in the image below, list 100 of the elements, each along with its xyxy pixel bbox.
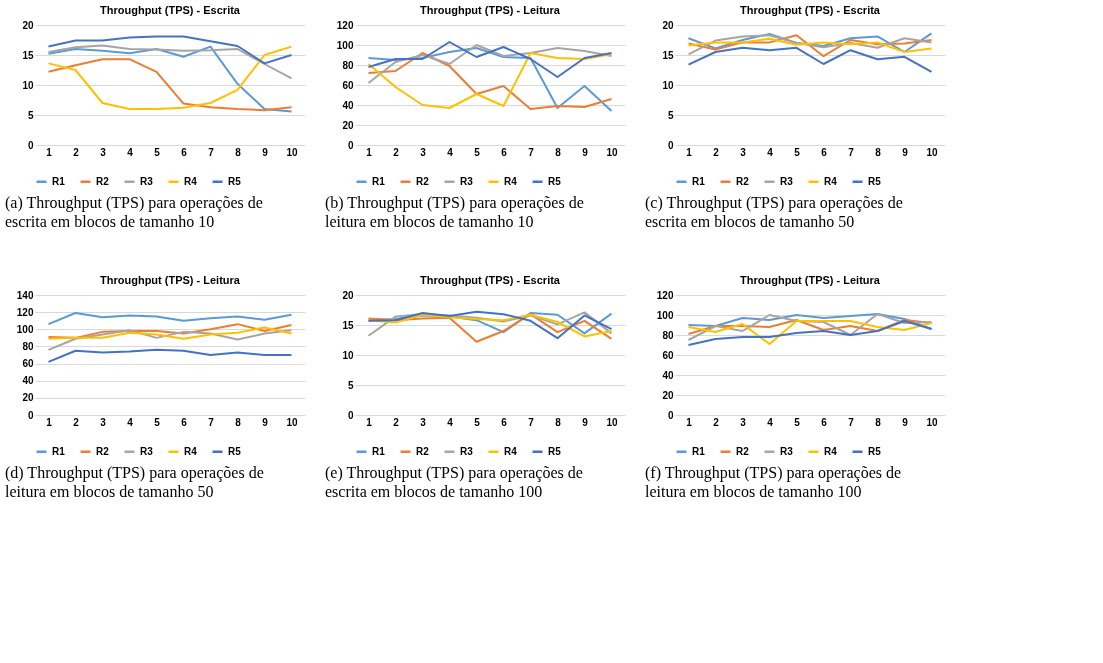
x-tick-label: 2: [393, 146, 400, 158]
legend-label: R4: [184, 175, 198, 187]
y-tick-label: 20: [662, 19, 674, 31]
text: (d) Throughput (TPS) para operações de leitura em blocos de tamanho 50: [5, 464, 264, 500]
y-tick-label: 15: [22, 49, 34, 61]
x-tick-label: 1: [366, 146, 373, 158]
y-tick-label: 20: [342, 289, 354, 301]
x-tick-label: 5: [794, 146, 801, 158]
legend-label: R3: [780, 445, 794, 457]
x-tick-label: 7: [528, 416, 535, 428]
text: (b) Throughput (TPS) para operações de leitura em blocos de tamanho 10: [325, 194, 584, 230]
line-series: [47, 348, 293, 363]
x-tick-label: 9: [902, 146, 909, 158]
x-tick-label: 1: [366, 416, 373, 428]
y-tick-label: 40: [22, 375, 34, 387]
x-tick-label: 10: [926, 146, 938, 158]
line-series: [687, 46, 933, 73]
x-tick-label: 2: [713, 146, 720, 158]
x-tick-label: 7: [208, 416, 215, 428]
x-tick-label: 2: [73, 146, 80, 158]
y-tick-label: 80: [22, 340, 34, 352]
y-tick-label: 15: [342, 319, 354, 331]
x-tick-label: 6: [181, 146, 188, 158]
legend-label: R5: [548, 175, 562, 187]
x-tick-label: 8: [235, 416, 242, 428]
legend-label: R3: [460, 175, 474, 187]
y-tick-label: 60: [342, 79, 354, 91]
x-tick-label: 8: [235, 146, 242, 158]
legend-label: R5: [868, 445, 882, 457]
x-tick-label: 9: [582, 146, 589, 158]
text: (e) Throughput (TPS) para operações de escrita em blocos de tamanho 100: [325, 464, 583, 500]
y-tick-label: 60: [662, 349, 674, 361]
legend-label: R4: [504, 445, 518, 457]
x-tick-label: 8: [555, 146, 562, 158]
line-series: [47, 44, 293, 80]
text: (c) Throughput (TPS) para operações de escrita em blocos de tamanho 50: [645, 194, 903, 230]
x-tick-label: 2: [393, 416, 400, 428]
legend-label: R2: [96, 175, 110, 187]
y-tick-label: 40: [662, 369, 674, 381]
x-tick-label: 5: [474, 146, 481, 158]
x-tick-label: 3: [100, 146, 107, 158]
x-tick-label: 5: [154, 146, 161, 158]
legend-label: R2: [416, 445, 430, 457]
y-tick-label: 20: [662, 389, 674, 401]
legend-label: R4: [184, 445, 198, 457]
y-tick-label: 0: [27, 409, 34, 421]
x-tick-label: 7: [848, 146, 855, 158]
x-tick-label: 3: [420, 146, 427, 158]
text: (f) Throughput (TPS) para operações de leitura em blocos de tamanho 100: [645, 464, 902, 500]
legend-label: R4: [824, 445, 838, 457]
legend-label: R2: [96, 445, 110, 457]
y-tick-label: 120: [336, 19, 354, 31]
x-tick-label: 8: [875, 146, 882, 158]
legend-label: R3: [140, 445, 154, 457]
line-series: [47, 329, 293, 351]
y-tick-label: 120: [656, 289, 674, 301]
y-tick-label: 0: [667, 139, 674, 151]
chart-title: Throughput (TPS) - Escrita: [420, 274, 561, 286]
line-series: [47, 312, 293, 326]
line-series: [367, 41, 613, 78]
chart-title: Throughput (TPS) - Escrita: [100, 4, 241, 16]
y-tick-label: 15: [662, 49, 674, 61]
line-series: [687, 313, 933, 341]
chart-title: Throughput (TPS) - Leitura: [420, 4, 561, 16]
x-tick-label: 1: [46, 416, 53, 428]
x-tick-label: 4: [127, 146, 134, 158]
x-tick-label: 6: [501, 146, 508, 158]
line-series: [47, 58, 293, 112]
legend-label: R3: [140, 175, 154, 187]
y-tick-label: 20: [22, 392, 34, 404]
legend-label: R1: [52, 445, 66, 457]
y-tick-label: 10: [342, 349, 354, 361]
line-series: [367, 44, 613, 84]
x-tick-label: 4: [767, 416, 774, 428]
x-tick-label: 2: [713, 416, 720, 428]
x-tick-label: 1: [686, 146, 693, 158]
x-tick-label: 4: [447, 146, 454, 158]
legend-label: R1: [372, 445, 386, 457]
x-tick-label: 3: [100, 416, 107, 428]
x-tick-label: 4: [127, 416, 134, 428]
legend-label: R2: [416, 175, 430, 187]
x-tick-label: 1: [46, 146, 53, 158]
y-tick-label: 100: [16, 323, 34, 335]
x-tick-label: 8: [555, 416, 562, 428]
legend-label: R1: [52, 175, 66, 187]
legend-label: R1: [372, 175, 386, 187]
y-tick-label: 100: [336, 39, 354, 51]
x-tick-label: 2: [73, 416, 80, 428]
y-tick-label: 0: [347, 409, 354, 421]
legend-label: R3: [460, 445, 474, 457]
x-tick-label: 9: [262, 416, 269, 428]
y-tick-label: 5: [667, 109, 674, 121]
x-tick-label: 6: [181, 416, 188, 428]
x-tick-label: 5: [154, 416, 161, 428]
y-tick-label: 20: [342, 119, 354, 131]
x-tick-label: 10: [286, 146, 298, 158]
x-tick-label: 10: [606, 146, 618, 158]
x-tick-label: 3: [740, 146, 747, 158]
legend-label: R5: [868, 175, 882, 187]
text: (a) Throughput (TPS) para operações de escrita em blocos de tamanho 10: [5, 194, 263, 230]
